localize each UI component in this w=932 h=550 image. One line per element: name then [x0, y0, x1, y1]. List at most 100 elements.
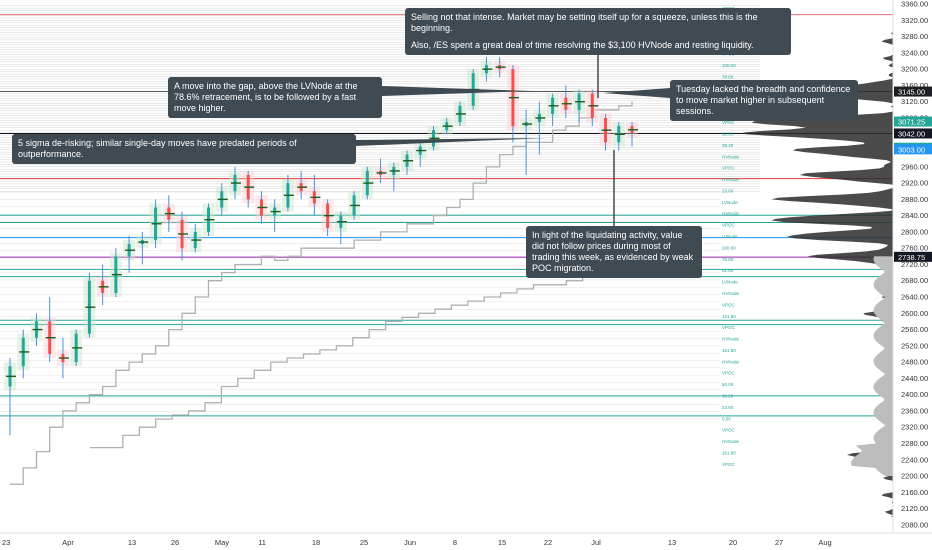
price-badge-label: 3071.25	[898, 118, 925, 127]
y-tick-label: 2120.00	[901, 504, 928, 513]
x-tick-label: Jul	[591, 538, 601, 547]
annotation-text-4: Tuesday lacked the breadth and confidenc…	[676, 84, 851, 116]
volume-profile	[743, 28, 893, 517]
annotation-text-2: Also, /ES spent a great deal of time res…	[411, 40, 754, 50]
x-tick-label: 23	[2, 538, 10, 547]
level-tag: 50.00	[722, 131, 734, 136]
annotation-text-1: Selling not that intense. Market may be …	[411, 12, 758, 33]
x-tick-label: Apr	[62, 538, 74, 547]
level-tag: VPOC	[722, 302, 736, 307]
y-tick-label: 2320.00	[901, 423, 928, 432]
level-tag: 61.80	[722, 268, 734, 273]
y-tick-label: 2880.00	[901, 195, 928, 204]
level-tag: LVNode	[722, 200, 738, 205]
level-tag: HVNode	[722, 291, 740, 296]
annotation-text-5: 5 sigma de-risking; similar single-day m…	[18, 138, 297, 159]
level-tag: VPOC	[722, 120, 736, 125]
y-tick-label: 2360.00	[901, 406, 928, 415]
x-tick-label: 22	[544, 538, 552, 547]
y-tick-label: 3200.00	[901, 65, 928, 74]
y-tick-label: 2480.00	[901, 358, 928, 367]
y-tick-label: 2960.00	[901, 162, 928, 171]
level-tag: 23.60	[722, 405, 734, 410]
pointer-tuesday	[603, 88, 670, 98]
y-tick-label: 2440.00	[901, 374, 928, 383]
level-tag: 50.00	[722, 382, 734, 387]
annotation-text-3: A move into the gap, above the LVNode at…	[174, 81, 358, 113]
pointer-gap	[382, 86, 532, 96]
level-tag: 161.80	[722, 450, 736, 455]
y-tick-label: 3240.00	[901, 48, 928, 57]
x-tick-label: Aug	[818, 538, 831, 547]
level-tag: HVNode	[722, 359, 740, 364]
x-tick-label: 25	[360, 538, 368, 547]
y-tick-label: 2600.00	[901, 309, 928, 318]
price-badge-label: 3145.00	[898, 88, 925, 97]
y-tick-label: 3280.00	[901, 32, 928, 41]
y-tick-label: 2160.00	[901, 488, 928, 497]
level-tag: 78.60	[722, 75, 734, 80]
level-tag: 100.00	[722, 245, 736, 250]
level-tag: VPOC	[722, 462, 736, 467]
level-tag: 100.00	[722, 63, 736, 68]
level-tag: 23.60	[722, 188, 734, 193]
level-tag: VPOC	[722, 371, 736, 376]
price-badge-0[interactable]	[894, 86, 932, 97]
level-tag: 78.60	[722, 257, 734, 262]
price-badge-2[interactable]	[894, 128, 932, 139]
level-tag: HVNode	[722, 439, 740, 444]
y-tick-label: 2720.00	[901, 260, 928, 269]
y-tick-label: 2640.00	[901, 293, 928, 302]
price-badge-4[interactable]	[894, 144, 932, 155]
x-tick-label: 15	[498, 538, 506, 547]
x-tick-label: May	[215, 538, 229, 547]
y-tick-label: 2280.00	[901, 439, 928, 448]
y-tick-label: 2560.00	[901, 325, 928, 334]
y-tick-label: 2200.00	[901, 472, 928, 481]
x-tick-label: 11	[258, 538, 266, 547]
price-badge-5[interactable]	[894, 251, 932, 262]
level-tag: 0.00	[722, 416, 731, 421]
y-tick-label: 2080.00	[901, 520, 928, 529]
pointer-five-sigma	[356, 138, 546, 146]
annotation-poc-migration[interactable]: In light of the liquidating activity, va…	[526, 226, 702, 278]
annotation-five-sigma[interactable]: 5 sigma de-risking; similar single-day m…	[12, 134, 356, 164]
y-tick-label: 2400.00	[901, 390, 928, 399]
y-tick-label: 3120.00	[901, 97, 928, 106]
x-tick-label: 18	[312, 538, 320, 547]
x-tick-label: 8	[453, 538, 457, 547]
annotation-selling-squeeze[interactable]: Selling not that intense. Market may be …	[405, 8, 791, 55]
x-tick-label: 26	[171, 538, 179, 547]
y-tick-label: 3360.00	[901, 0, 928, 9]
x-tick-label: 13	[668, 538, 676, 547]
level-tag: HVNode	[722, 154, 740, 159]
level-tag: VPOC	[722, 325, 736, 330]
y-tick-label: 2520.00	[901, 341, 928, 350]
annotation-tuesday[interactable]: Tuesday lacked the breadth and confidenc…	[670, 80, 858, 121]
x-tick-label: 27	[775, 538, 783, 547]
x-tick-label: 13	[128, 538, 136, 547]
price-badge-label: 3042.00	[898, 129, 925, 138]
x-tick-label: Jun	[404, 538, 416, 547]
y-tick-label: 2760.00	[901, 244, 928, 253]
y-tick-label: 2680.00	[901, 276, 928, 285]
level-tag: VPOC	[722, 428, 736, 433]
y-tick-label: 3160.00	[901, 81, 928, 90]
level-tag: 161.80	[722, 348, 736, 353]
level-tag: 161.80	[722, 314, 736, 319]
price-badge-1[interactable]	[894, 116, 932, 127]
volume-profile-low	[851, 256, 893, 477]
y-tick-label: 3320.00	[901, 16, 928, 25]
level-tag: HVNode	[722, 211, 740, 216]
level-tag: HVNode	[722, 177, 740, 182]
y-tick-label: 2240.00	[901, 455, 928, 464]
level-tag: 38.20	[722, 394, 734, 399]
level-tag: LVNode	[722, 234, 738, 239]
annotation-gap-move[interactable]: A move into the gap, above the LVNode at…	[168, 77, 382, 118]
level-tag: 38.20	[722, 143, 734, 148]
price-badge-label: 3003.00	[898, 145, 925, 154]
annotation-text-6: In light of the liquidating activity, va…	[532, 230, 694, 273]
y-tick-label: 2840.00	[901, 211, 928, 220]
y-tick-label: 2800.00	[901, 227, 928, 236]
